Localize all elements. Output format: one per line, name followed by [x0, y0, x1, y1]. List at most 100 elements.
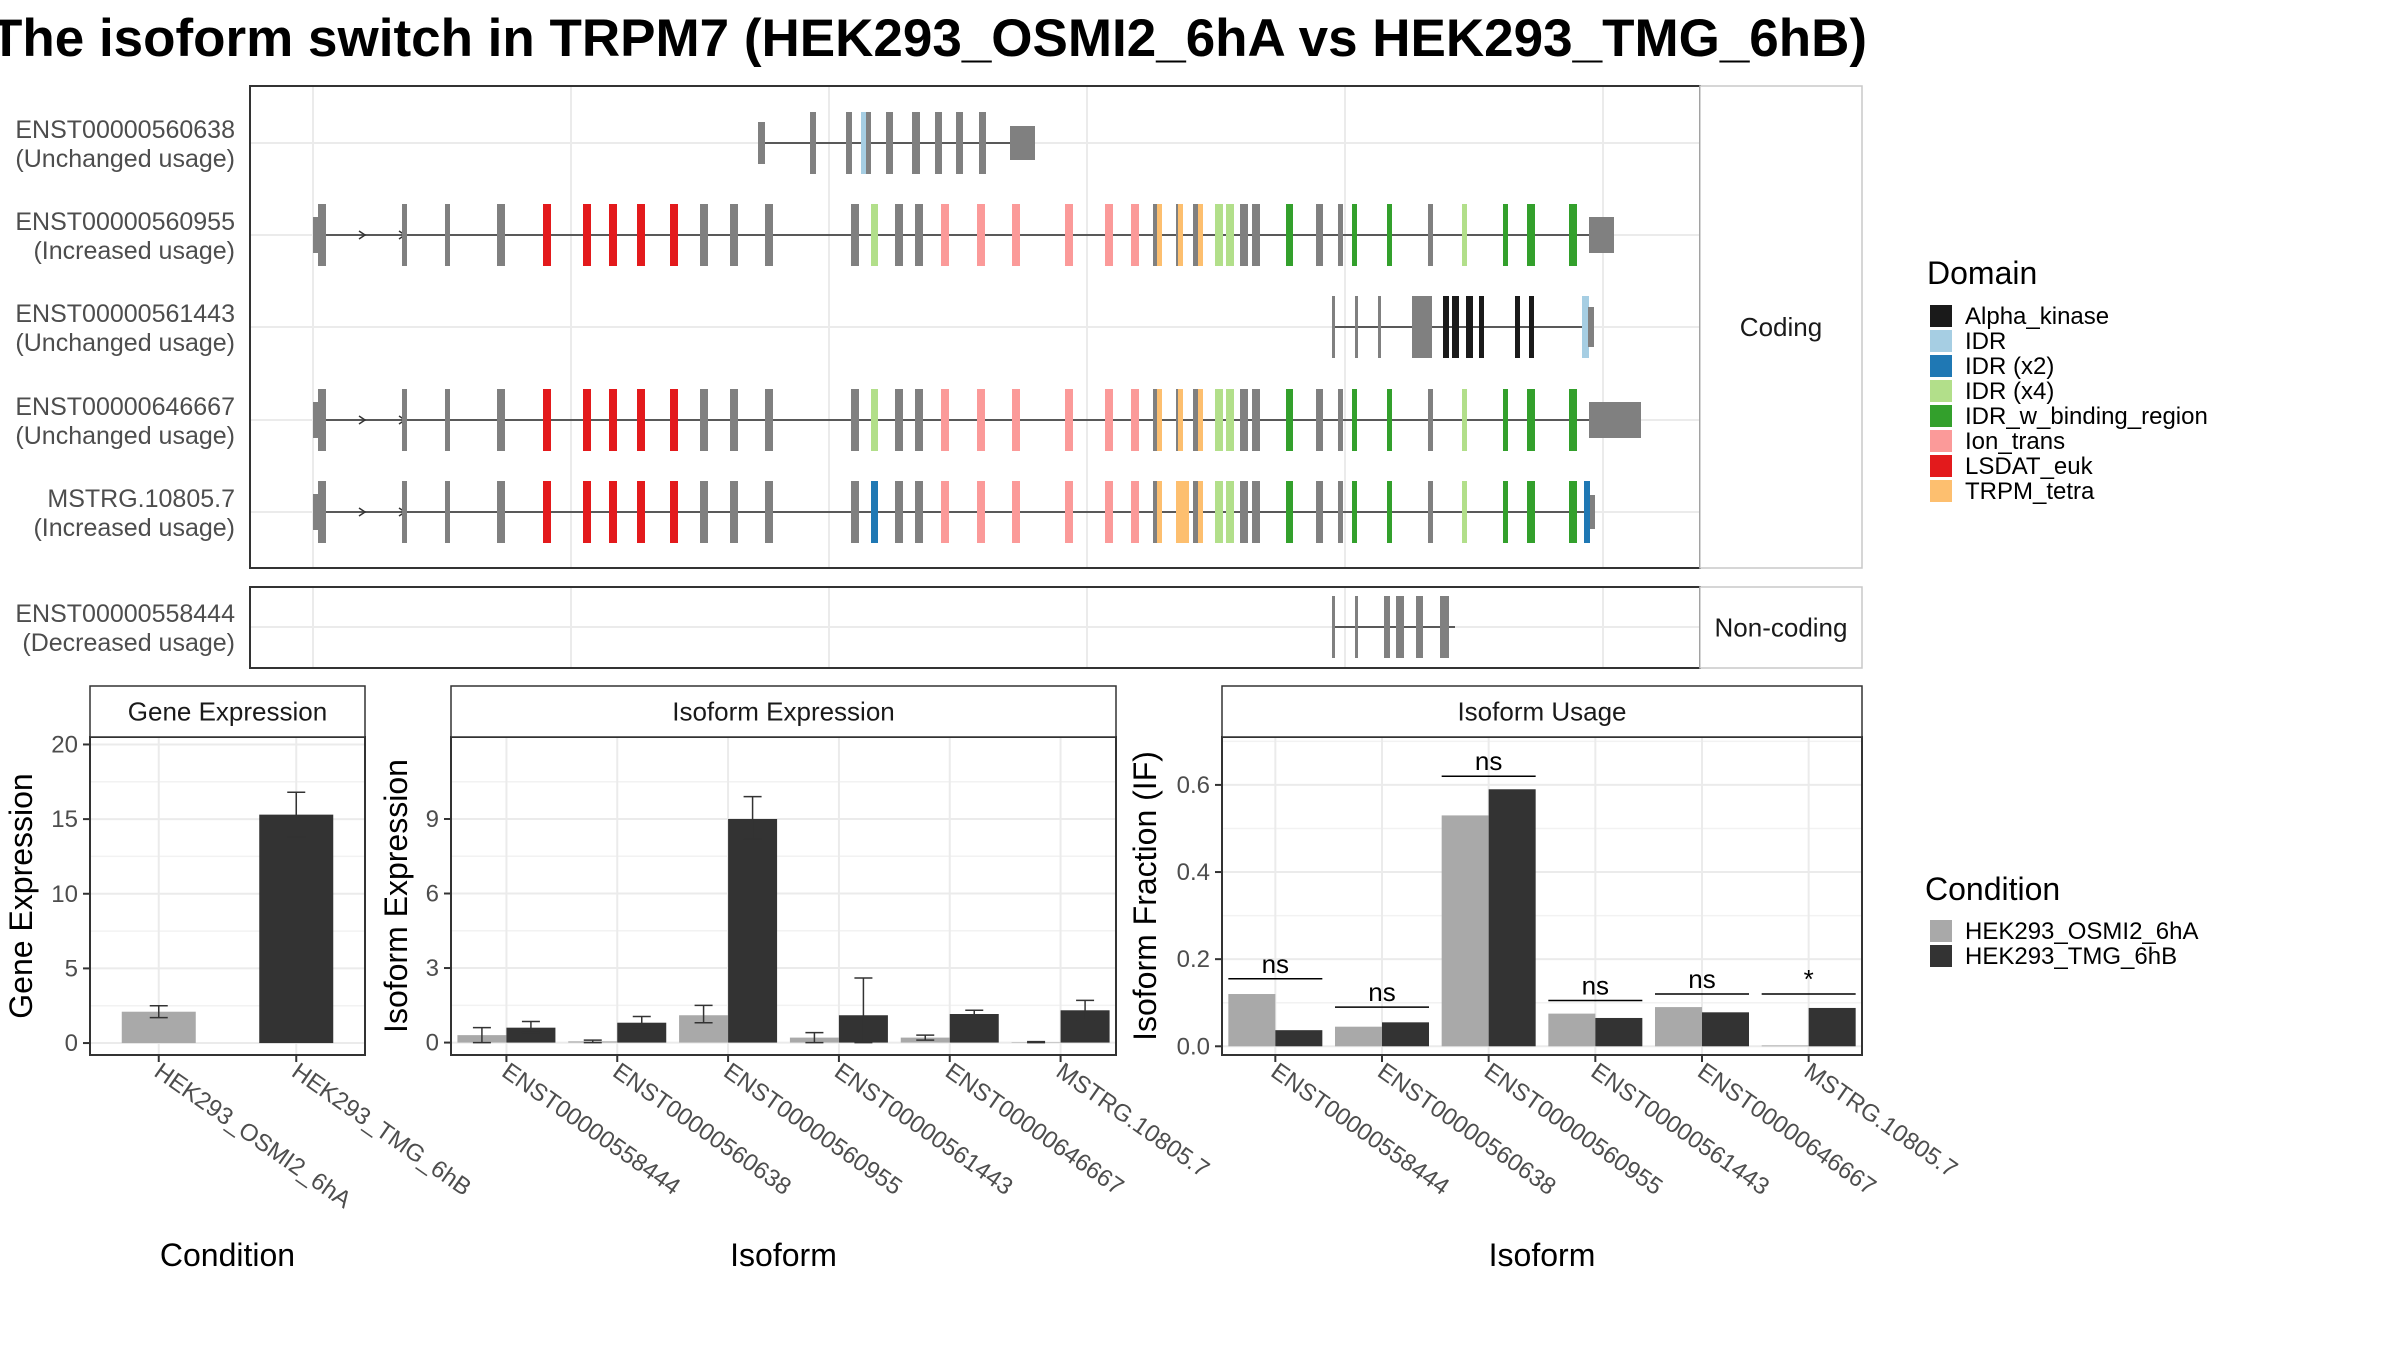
exon-idr-x4-	[871, 204, 878, 266]
exon-none	[1153, 389, 1160, 451]
exon-idr-w-binding-region	[1503, 481, 1508, 543]
exon-trpm-tetra	[1178, 389, 1183, 451]
exon-trpm-tetra	[1178, 204, 1183, 266]
domain-legend-key	[1930, 355, 1952, 377]
exon-lsdat-euk	[583, 204, 591, 266]
isoform-usage-label: (Unchanged usage)	[15, 422, 235, 450]
bar	[259, 814, 334, 1044]
domain-legend-label: TRPM_tetra	[1965, 478, 2095, 505]
bar	[1488, 789, 1536, 1047]
y-tick-label: 0.4	[1177, 859, 1210, 886]
exon-ion-trans	[1105, 204, 1113, 266]
significance-label: ns	[1262, 949, 1289, 979]
exon-none	[1425, 296, 1432, 358]
exon-idr-w-binding-region	[1352, 481, 1357, 543]
condition-legend-label: HEK293_OSMI2_6hA	[1965, 918, 2198, 945]
x-axis-title: Isoform	[730, 1237, 837, 1273]
exon-ion-trans	[941, 204, 949, 266]
exon-lsdat-euk	[670, 481, 678, 543]
exon-none	[1332, 596, 1335, 658]
exon-ion-trans	[941, 481, 949, 543]
domain-legend-label: Alpha_kinase	[1965, 303, 2109, 330]
utr-block	[1010, 126, 1035, 160]
panel-strip-title: Gene Expression	[128, 697, 327, 727]
x-tick-label: ENST00000560638	[1373, 1058, 1561, 1201]
exon-none	[765, 481, 773, 543]
bar	[949, 1014, 999, 1043]
utr-block	[1590, 495, 1595, 529]
domain-legend-label: IDR	[1965, 328, 2006, 355]
exon-alpha-kinase	[1443, 296, 1449, 358]
x-tick-label: ENST00000560638	[608, 1058, 796, 1201]
bar	[1595, 1017, 1643, 1047]
exon-none	[1316, 204, 1323, 266]
exon-ion-trans	[977, 481, 985, 543]
exon-none	[497, 481, 505, 543]
exon-idr-w-binding-region	[1286, 389, 1293, 451]
exon-none	[402, 389, 407, 451]
y-tick-label: 10	[51, 881, 78, 908]
exon-lsdat-euk	[670, 204, 678, 266]
exon-none	[915, 204, 923, 266]
exon-idr-w-binding-region	[1527, 389, 1535, 451]
y-tick-label: 0.0	[1177, 1033, 1210, 1060]
x-tick-label: ENST00000646667	[1693, 1058, 1881, 1201]
exon-alpha-kinase	[1466, 296, 1473, 358]
exon-idr-x4-	[1226, 389, 1234, 451]
domain-legend-key	[1930, 405, 1952, 427]
utr-block	[1589, 217, 1614, 253]
panel-strip-title: Isoform Expression	[672, 697, 895, 727]
exon-idr-w-binding-region	[1569, 389, 1577, 451]
exon-none	[730, 204, 738, 266]
domain-legend-label: Ion_trans	[1965, 428, 2065, 455]
exon-none	[1440, 596, 1449, 658]
exon-idr-x4-	[1226, 481, 1234, 543]
exon-idr	[861, 112, 866, 174]
exon-idr-w-binding-region	[1387, 481, 1392, 543]
exon-none	[1412, 296, 1426, 358]
x-tick-label: ENST00000558444	[1266, 1058, 1454, 1201]
exon-none	[956, 112, 963, 174]
exon-lsdat-euk	[583, 481, 591, 543]
exon-lsdat-euk	[543, 389, 551, 451]
bar	[1655, 1007, 1702, 1047]
exon-none	[851, 389, 859, 451]
exon-none	[1428, 481, 1433, 543]
isoform-usage-label: (Decreased usage)	[22, 629, 235, 657]
exon-none	[1428, 389, 1433, 451]
isoform-expression-panel: Isoform Expression0369ENST00000558444ENS…	[378, 685, 1214, 1273]
y-axis-title: Isoform Expression	[378, 759, 414, 1033]
exon-none	[765, 204, 773, 266]
exon-idr-w-binding-region	[1527, 481, 1535, 543]
facet-label-noncoding: Non-coding	[1715, 613, 1848, 643]
domain-legend-label: IDR (x2)	[1965, 353, 2054, 380]
exon-none	[1252, 204, 1260, 266]
domain-legend-key	[1930, 480, 1952, 502]
exon-idr-w-binding-region	[1352, 389, 1357, 451]
y-axis-title: Gene Expression	[3, 773, 39, 1018]
exon-idr-w-binding-region	[1387, 204, 1392, 266]
domain-legend-key	[1930, 380, 1952, 402]
utr-block	[758, 122, 765, 164]
exon-none	[1355, 296, 1358, 358]
figure-title: The isoform switch in TRPM7 (HEK293_OSMI…	[0, 9, 1867, 68]
exon-none	[935, 112, 942, 174]
exon-idr-w-binding-region	[1503, 389, 1508, 451]
exon-idr-x4-	[1462, 389, 1467, 451]
exon-none	[1316, 389, 1323, 451]
exon-lsdat-euk	[670, 389, 678, 451]
exon-idr-x4-	[1462, 204, 1467, 266]
exon-lsdat-euk	[637, 481, 645, 543]
isoform-usage-panel: ns ns ns ns ns * Isoform Usage 0.0 0.2 0.4 0.6 ENST…	[1127, 685, 1962, 1273]
exon-none	[318, 204, 326, 266]
exon-ion-trans	[1105, 481, 1113, 543]
facet-label-coding: Coding	[1740, 312, 1822, 342]
exon-ion-trans	[1131, 204, 1139, 266]
exon-none	[895, 481, 903, 543]
significance-label: ns	[1688, 964, 1715, 994]
exon-none	[1428, 204, 1433, 266]
domain-legend-label: LSDAT_euk	[1965, 453, 2094, 480]
exon-none	[1153, 204, 1160, 266]
strand-arrow	[358, 230, 367, 240]
